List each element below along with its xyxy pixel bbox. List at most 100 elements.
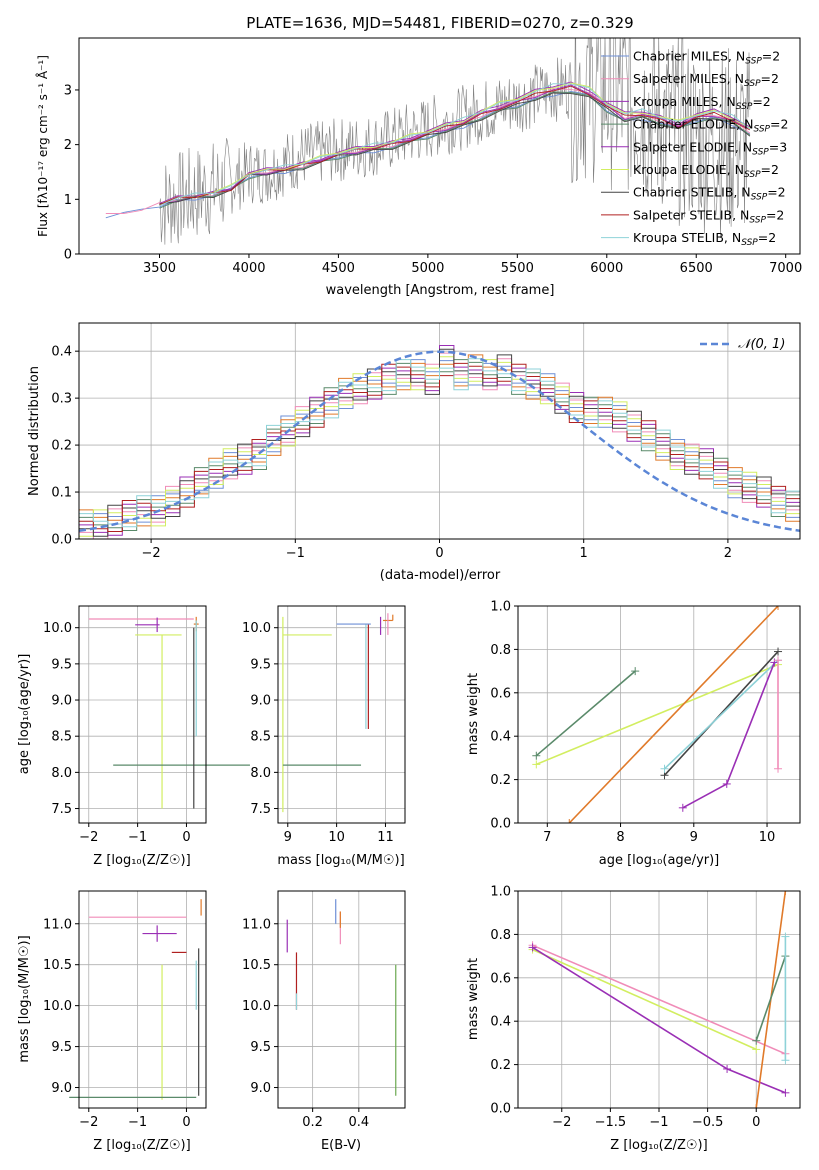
y-tick-label: 11.0	[242, 917, 271, 932]
y-tick-label: 9.0	[250, 694, 271, 709]
model-spectrum-line	[105, 90, 751, 219]
y-tick-label: 10.5	[242, 958, 271, 973]
legend-value: =2	[758, 230, 776, 245]
weight-vs-Z-grid	[518, 890, 800, 1109]
legend-subscript: SSP	[752, 147, 769, 157]
age-vs-Z-ylabel: age [log₁₀(age/yr)]	[17, 654, 32, 775]
x-tick-label: −2	[552, 1115, 571, 1130]
age-vs-Z-panel: −2 −1 0 7.5 8.0 8.5 9.0 9.5 10.0 Z [log₁₀(Z/Z☉)]…	[17, 605, 250, 868]
y-tick-label: 9.5	[51, 657, 72, 672]
y-tick-label: 0.0	[51, 533, 72, 548]
legend-value: =2	[761, 71, 779, 86]
series-line	[532, 948, 757, 1051]
legend-entry: Kroupa ELODIE, NSSP=2	[633, 162, 779, 180]
y-tick-label: 10.0	[242, 621, 271, 636]
weight-vs-Z-xlabel: Z [log₁₀(Z/Z☉)]	[610, 1138, 707, 1153]
x-tick-label: 9	[690, 830, 698, 845]
series-line	[532, 944, 786, 1055]
series-line	[535, 663, 779, 766]
legend-entry: Salpeter STELIB, NSSP=2	[633, 207, 784, 225]
x-tick-label: −1.5	[595, 1115, 627, 1130]
y-tick-label: 0.0	[490, 817, 511, 832]
y-tick-label: 0.2	[51, 439, 72, 454]
y-tick-label: 9.0	[250, 1081, 271, 1096]
legend-subscript: SSP	[744, 79, 761, 89]
x-tick-label: 7	[543, 830, 551, 845]
x-tick-label: 0	[182, 830, 190, 845]
legend-value: =2	[767, 185, 785, 200]
x-tick-label: 4000	[232, 261, 265, 276]
model-spectrum-line	[159, 81, 751, 205]
legend-subscript: SSP	[753, 125, 770, 135]
legend-entry: Chabrier STELIB, NSSP=2	[633, 185, 786, 203]
legend-value: =2	[762, 49, 780, 64]
weight-vs-age-ticks: 7 8 9 10 0.0 0.2 0.4 0.6 0.8 1.0	[490, 600, 775, 846]
y-tick-label: 9.5	[250, 1040, 271, 1055]
weight-vs-Z-panel: −2 −1.5 −1 −0.5 0 0.0 0.2 0.4 0.6 0.8 1.0 Z [log₁₀…	[466, 885, 801, 1153]
y-tick-label: 9.0	[51, 694, 72, 709]
spectrum-frame	[78, 37, 801, 255]
mass-vs-ebv-panel: 0.2 0.4 9.0 9.5 10.0 10.5 11.0 E(B-V)	[242, 890, 406, 1153]
spectrum-ticks: 3500 4000 4500 5000 5500 6000 6500 7000 0 1 2 3	[64, 83, 803, 276]
residual-grid	[79, 323, 800, 540]
legend-text: Kroupa ELODIE, N	[633, 162, 744, 177]
weight-vs-Z-marks	[528, 891, 790, 1108]
mass-vs-Z-marks	[69, 899, 202, 1100]
legend-subscript: SSP	[741, 238, 758, 248]
legend-subscript: SSP	[744, 170, 761, 180]
y-tick-label: 10.5	[43, 958, 72, 973]
x-tick-label: 8	[616, 830, 624, 845]
series-line	[663, 659, 779, 770]
x-tick-label: −1	[128, 1115, 147, 1130]
model-spectrum-line	[159, 84, 751, 205]
legend-text: Salpeter ELODIE, N	[633, 139, 752, 154]
age-vs-Z-grid	[79, 606, 206, 823]
y-tick-label: 1.0	[490, 885, 511, 900]
y-tick-label: 9.5	[51, 1040, 72, 1055]
legend-value: =2	[761, 162, 779, 177]
age-vs-mass-xlabel: mass [log₁₀(M/M☉)]	[277, 853, 404, 868]
legend-text: Salpeter MILES, N	[633, 71, 744, 86]
mass-vs-ebv-marks	[286, 899, 397, 1096]
legend-subscript: SSP	[749, 215, 766, 225]
y-tick-label: 7.5	[51, 802, 72, 817]
residual-marks	[78, 345, 801, 540]
legend-text: Kroupa MILES, N	[633, 94, 736, 109]
age-vs-mass-frame	[277, 605, 406, 824]
gaussian-curve	[78, 350, 801, 533]
weight-vs-Z-ticks: −2 −1.5 −1 −0.5 0 0.0 0.2 0.4 0.6 0.8 1.0	[490, 885, 760, 1131]
weight-vs-age-frame	[517, 605, 801, 824]
x-tick-label: 6000	[590, 261, 623, 276]
histogram-step	[78, 362, 800, 539]
gaussian-legend-label: 𝒩(0, 1)	[738, 337, 785, 352]
legend-text: Chabrier ELODIE, N	[633, 117, 753, 132]
mass-vs-ebv-frame	[277, 890, 406, 1109]
y-tick-label: 2	[64, 138, 72, 153]
model-spectrum-line	[159, 83, 751, 207]
y-tick-label: 0	[64, 248, 72, 263]
x-tick-label: 2	[724, 546, 732, 561]
panel-clipped	[528, 891, 790, 1108]
y-tick-label: 9.0	[51, 1081, 72, 1096]
spectrum-xlabel: wavelength [Angstrom, rest frame]	[326, 283, 555, 298]
spectrum-clipped	[105, 38, 751, 245]
y-tick-label: 3	[64, 83, 72, 98]
mass-vs-ebv-grid	[278, 891, 405, 1108]
x-tick-label: 11	[377, 830, 394, 845]
legend-entry: Salpeter ELODIE, NSSP=3	[633, 139, 787, 157]
panel-clipped	[532, 606, 783, 823]
x-tick-label: 6500	[680, 261, 713, 276]
legend-subscript: SSP	[736, 102, 753, 112]
y-tick-label: 10.0	[43, 999, 72, 1014]
x-tick-label: 4500	[322, 261, 355, 276]
age-vs-Z-xlabel: Z [log₁₀(Z/Z☉)]	[93, 853, 190, 868]
y-tick-label: 0.2	[490, 1058, 511, 1073]
x-tick-label: 0.4	[348, 1115, 369, 1130]
x-tick-label: −1	[128, 830, 147, 845]
residual-ticks: −2 −1 0 1 2 0.0 0.1 0.2 0.3 0.4	[51, 345, 732, 561]
y-tick-label: 0.6	[490, 971, 511, 986]
y-tick-label: 0.4	[490, 730, 511, 745]
y-tick-label: 8.0	[250, 766, 271, 781]
age-vs-mass-grid	[278, 606, 405, 823]
